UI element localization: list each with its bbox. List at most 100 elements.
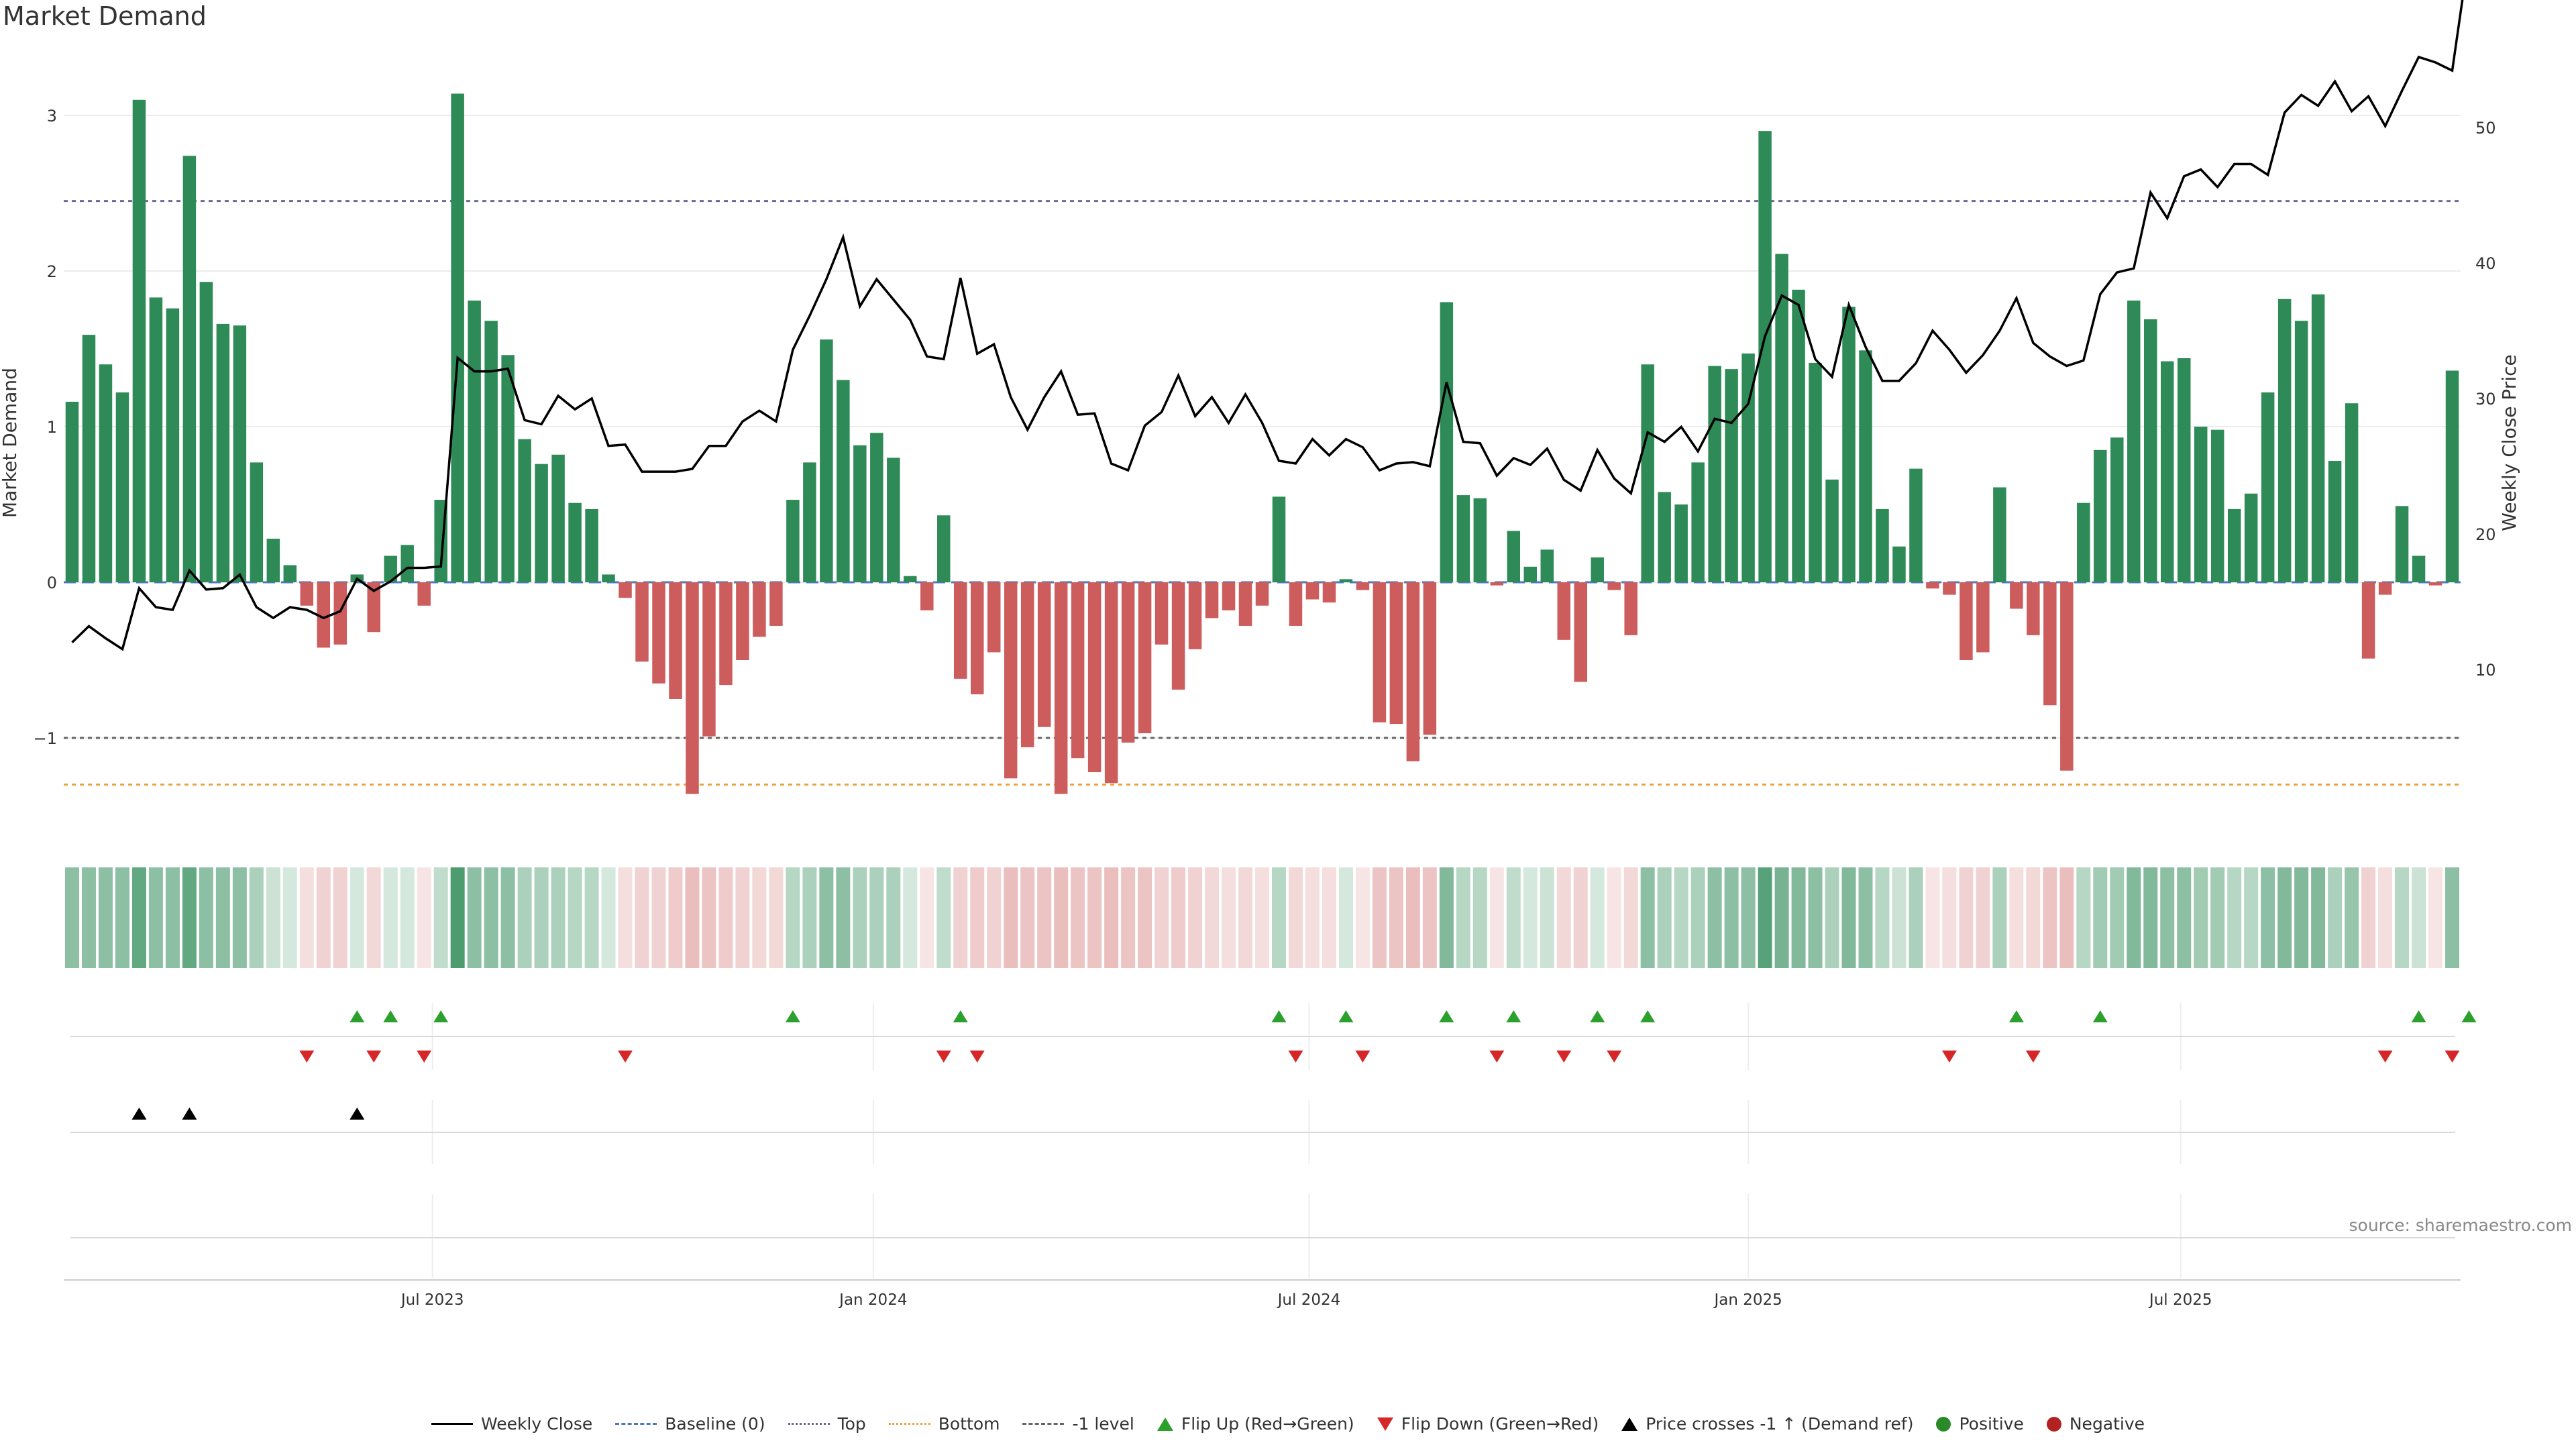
strip-cell — [1456, 867, 1470, 968]
demand-bar — [1926, 582, 1939, 589]
flip-down-marker — [366, 1051, 382, 1063]
strip-cell — [1976, 867, 1990, 968]
strip-cell — [685, 867, 700, 968]
strip-cell — [651, 867, 666, 968]
strip-cell — [953, 867, 968, 968]
demand-bar — [954, 582, 967, 679]
price-cross-marker — [350, 1108, 365, 1120]
strip-cell — [1758, 867, 1772, 968]
legend-swatch — [1621, 1417, 1638, 1431]
strip-cell — [2378, 867, 2393, 968]
strip-cell — [1071, 867, 1085, 968]
strip-cell — [1607, 867, 1621, 968]
flip-up-marker — [433, 1010, 449, 1022]
demand-bar — [1674, 504, 1688, 582]
strip-cell — [836, 867, 851, 968]
strip-cell — [1540, 867, 1554, 968]
demand-bar — [2194, 427, 2208, 582]
demand-bar — [1976, 582, 1990, 653]
strip-cell — [1004, 867, 1018, 968]
legend-item: Bottom — [888, 1414, 1000, 1434]
strip-cell — [1992, 867, 2007, 968]
flip-down-marker — [618, 1051, 633, 1063]
strip-cell — [2210, 867, 2225, 968]
strip-cell — [1892, 867, 1907, 968]
legend-item: Flip Down (Green→Red) — [1377, 1414, 1599, 1434]
demand-bar — [1188, 582, 1202, 649]
strip-cell — [467, 867, 482, 968]
strip-cell — [2277, 867, 2292, 968]
demand-bar — [199, 282, 213, 582]
demand-bar — [2027, 582, 2040, 635]
demand-bar — [115, 392, 129, 582]
demand-bar — [2294, 321, 2308, 582]
demand-bar — [1708, 366, 1721, 582]
strip-cell — [517, 867, 532, 968]
strip-cell — [98, 867, 113, 968]
strip-cell — [568, 867, 582, 968]
strip-cell — [1405, 867, 1420, 968]
demand-bar — [166, 308, 180, 582]
strip-cell — [1355, 867, 1370, 968]
legend-swatch — [1022, 1423, 1065, 1425]
y2-axis-label: Weekly Close Price — [2498, 354, 2520, 531]
strip-cell — [1338, 867, 1353, 968]
strip-cell — [1942, 867, 1957, 968]
strip-cell — [1724, 867, 1739, 968]
strip-cell — [1238, 867, 1253, 968]
strip-cell — [2093, 867, 2108, 968]
strip-cell — [1288, 867, 1303, 968]
flip-down-marker — [936, 1051, 951, 1063]
strip-cell — [1657, 867, 1672, 968]
strip-cell — [2110, 867, 2125, 968]
demand-bar — [2127, 301, 2141, 582]
demand-bar — [2010, 582, 2023, 609]
demand-bar — [2345, 403, 2359, 582]
demand-bar — [2177, 358, 2191, 582]
legend-label: Flip Up (Red→Green) — [1181, 1414, 1354, 1434]
demand-bar — [2361, 582, 2375, 659]
demand-bar — [1020, 582, 1034, 747]
legend-swatch — [888, 1423, 930, 1425]
strip-cell — [1104, 867, 1119, 968]
demand-bar — [820, 339, 833, 582]
strip-cell — [1959, 867, 1974, 968]
strip-cell — [1590, 867, 1605, 968]
demand-bar — [602, 574, 615, 582]
demand-bar — [837, 380, 850, 582]
gridlines — [64, 115, 2461, 1278]
demand-bar — [250, 462, 264, 582]
demand-bar — [1255, 582, 1269, 606]
demand-heat-strip — [65, 867, 2459, 968]
demand-bars — [65, 93, 2459, 794]
strip-cell — [1188, 867, 1203, 968]
legend-swatch — [431, 1423, 473, 1425]
demand-bar — [585, 508, 598, 582]
demand-bar — [1155, 582, 1169, 645]
strip-cell — [718, 867, 733, 968]
demand-bar — [417, 582, 431, 606]
flip-down-marker — [1556, 1051, 1572, 1063]
legend-label: Price crosses -1 ↑ (Demand ref) — [1646, 1414, 1914, 1434]
flip-down-marker — [969, 1051, 985, 1063]
flip-up-marker — [2411, 1010, 2426, 1022]
strip-cell — [115, 867, 129, 968]
strip-cell — [2345, 867, 2359, 968]
demand-bar — [2144, 319, 2157, 582]
strip-cell — [1556, 867, 1571, 968]
strip-cell — [1422, 867, 1437, 968]
demand-bar — [518, 439, 531, 582]
y2-tick-label: 10 — [2475, 661, 2496, 680]
demand-bar — [870, 433, 883, 582]
strip-cell — [2311, 867, 2326, 968]
strip-cell — [752, 867, 767, 968]
strip-cell — [1506, 867, 1521, 968]
flip-up-marker — [785, 1010, 800, 1022]
weekly-close-line — [71, 0, 2464, 651]
price-cross-marker — [182, 1108, 197, 1120]
strip-cell — [433, 867, 448, 968]
demand-bar — [2077, 502, 2090, 582]
source-note: source: sharemaestro.com — [2349, 1216, 2573, 1235]
legend-label: Weekly Close — [480, 1414, 593, 1434]
